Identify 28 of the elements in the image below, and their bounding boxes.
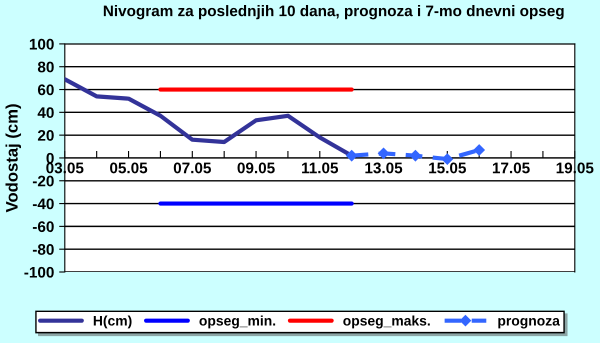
y-tick-label: -20 [32, 176, 54, 186]
chart-title: Nivogram za poslednjih 10 dana, prognoza i 7-mo dnevni opseg [104, 5, 564, 20]
y-axis-title: Vodostaj (cm) [5, 104, 22, 212]
legend-label: prognoza [498, 318, 560, 328]
y-tick-label: 100 [30, 38, 54, 50]
point [346, 150, 358, 162]
x-tick-label: 05.05 [110, 162, 148, 174]
x-tick-label: 13.05 [365, 162, 402, 174]
y-tick-label: -40 [32, 198, 54, 210]
legend-label: opseg_maks. [343, 315, 430, 328]
legend-label: opseg_min. [199, 315, 276, 328]
point [474, 144, 485, 156]
x-tick-label: 11.05 [302, 162, 338, 174]
y-tick-label: 40 [38, 107, 54, 118]
y-tick-label: -80 [32, 244, 54, 255]
x-tick-label: 17.05 [492, 162, 530, 174]
y-tick-label: 80 [38, 62, 54, 72]
y-tick-label: -60 [32, 221, 54, 232]
y-tick-label: -100 [24, 266, 54, 278]
y-tick-label: 60 [38, 84, 54, 96]
point [378, 148, 390, 159]
point [410, 150, 422, 162]
x-tick-label: 07.05 [174, 162, 211, 174]
y-tick-label: 20 [38, 130, 54, 141]
legend-label: H(cm) [94, 315, 132, 328]
x-tick-label: 15.05 [429, 162, 466, 174]
y-tick-label: 0 [46, 152, 54, 164]
x-tick-label: 09.05 [238, 162, 275, 174]
